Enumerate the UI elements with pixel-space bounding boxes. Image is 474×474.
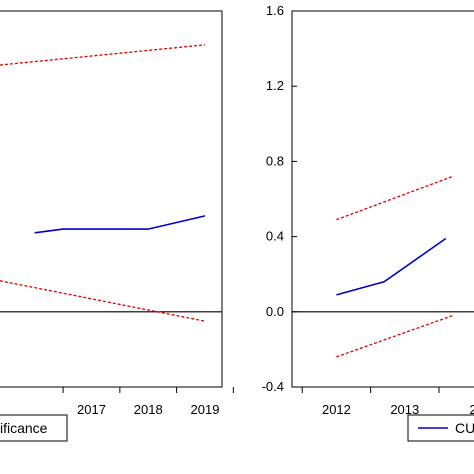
x-tick-label: 2012 [322, 402, 351, 417]
legend-label-right: CU [455, 420, 474, 436]
x-tick-label: 2019 [191, 402, 220, 417]
right-chart-panel: -0.4 0.0 0.4 0.8 1.2 1.6 2012 2013 2 [262, 3, 474, 417]
y-tick-label: -0.4 [262, 379, 284, 394]
upper-bound-line [0, 44, 206, 66]
y-tick-label: 0.0 [266, 304, 284, 319]
upper-bound-line [336, 175, 453, 221]
x-tick-label: 2017 [77, 402, 106, 417]
x-tick-label: 2018 [134, 402, 163, 417]
statistic-line [336, 237, 447, 296]
x-tick-label: 2 [470, 402, 474, 417]
legend-label-left: ificance [0, 420, 48, 436]
legend-box-left [0, 414, 68, 442]
statistic-line [34, 215, 206, 234]
legend-area: ificance CU [0, 414, 474, 442]
x-tick-label: 2013 [390, 402, 419, 417]
lower-bound-line [336, 314, 453, 358]
y-tick-label: 1.2 [266, 78, 284, 93]
left-chart-panel: 2017 2018 2019 [0, 10, 234, 417]
y-tick-label: 1.6 [266, 3, 284, 18]
plot-frame [0, 10, 223, 388]
plot-frame [291, 10, 474, 388]
y-tick-label: 0.8 [266, 153, 284, 168]
lower-bound-line [0, 280, 206, 322]
y-tick-label: 0.4 [266, 229, 284, 244]
